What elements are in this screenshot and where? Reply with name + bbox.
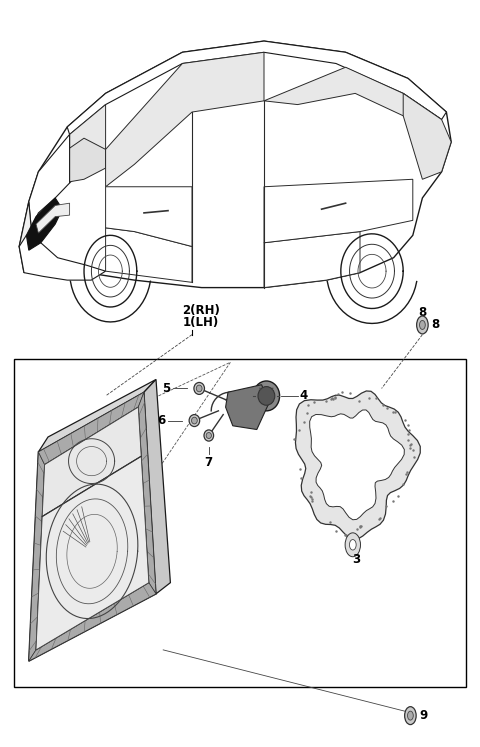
Circle shape [420, 320, 425, 329]
Ellipse shape [194, 382, 204, 394]
Text: 3: 3 [353, 553, 360, 565]
Polygon shape [226, 385, 269, 430]
Ellipse shape [253, 381, 279, 411]
Ellipse shape [189, 415, 200, 427]
Polygon shape [36, 203, 70, 233]
Polygon shape [67, 41, 446, 134]
Polygon shape [403, 93, 451, 179]
Polygon shape [264, 67, 442, 142]
Text: 9: 9 [419, 709, 427, 722]
Polygon shape [310, 410, 404, 520]
Polygon shape [29, 392, 156, 661]
Circle shape [345, 533, 360, 557]
Polygon shape [41, 138, 106, 198]
Ellipse shape [204, 430, 214, 441]
Circle shape [417, 316, 428, 334]
Polygon shape [19, 41, 451, 288]
Bar [14, 359, 466, 687]
Text: 8: 8 [418, 306, 427, 319]
Polygon shape [264, 179, 413, 243]
Text: 5: 5 [162, 382, 170, 395]
Polygon shape [38, 392, 144, 465]
Circle shape [408, 711, 413, 720]
Polygon shape [29, 583, 156, 661]
Polygon shape [42, 407, 141, 516]
Text: 4: 4 [299, 389, 307, 403]
Polygon shape [29, 134, 70, 228]
Circle shape [349, 539, 356, 550]
Polygon shape [138, 392, 156, 594]
Text: 7: 7 [205, 456, 213, 469]
Polygon shape [70, 105, 106, 183]
Polygon shape [144, 379, 170, 594]
Ellipse shape [206, 433, 211, 438]
Polygon shape [264, 232, 360, 288]
Polygon shape [36, 456, 149, 650]
Polygon shape [36, 407, 149, 650]
Polygon shape [29, 452, 45, 661]
Text: 6: 6 [157, 414, 166, 427]
Text: 8: 8 [431, 318, 439, 332]
Polygon shape [38, 379, 156, 452]
Polygon shape [19, 202, 31, 250]
Polygon shape [106, 187, 192, 247]
Polygon shape [19, 235, 106, 280]
Polygon shape [296, 391, 420, 539]
Ellipse shape [258, 387, 275, 405]
Text: 1(LH): 1(LH) [182, 316, 219, 329]
Ellipse shape [196, 385, 202, 392]
Polygon shape [26, 198, 62, 250]
Polygon shape [106, 52, 264, 187]
Text: 2(RH): 2(RH) [182, 304, 220, 317]
Polygon shape [106, 228, 192, 282]
Circle shape [405, 707, 416, 725]
Ellipse shape [192, 417, 197, 424]
